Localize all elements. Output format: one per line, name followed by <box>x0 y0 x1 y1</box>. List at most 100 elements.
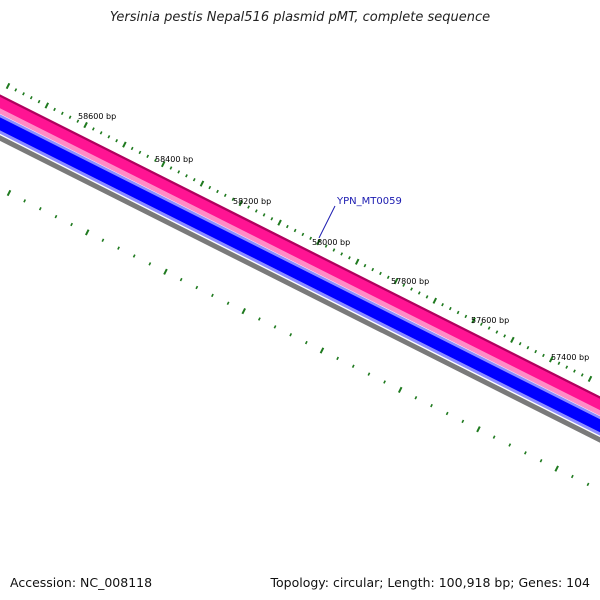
outer-scale-tick <box>185 174 188 178</box>
outer-scale-tick <box>386 275 390 280</box>
outer-scale-tick <box>557 361 561 365</box>
inner-scale-tick <box>179 277 183 282</box>
outer-scale-tick <box>316 239 321 246</box>
inner-scale-tick <box>554 465 559 472</box>
inner-scale-tick <box>304 340 308 345</box>
outer-scale-tick <box>565 365 569 369</box>
position-label: 57800 bp <box>391 277 429 286</box>
outer-scale-tick <box>53 107 56 112</box>
outer-scale-tick <box>122 141 127 148</box>
outer-scale-tick <box>573 369 576 373</box>
gene-callout-leader <box>318 205 336 239</box>
position-labels: 58600 bp 58400 bp 58200 bp 58000 bp 5780… <box>78 112 589 362</box>
outer-scale-tick <box>495 330 499 334</box>
outer-scale-tick <box>479 322 483 326</box>
inner-scale-tick <box>241 307 246 315</box>
inner-scale-tick <box>476 426 481 433</box>
outer-scale-tick <box>417 291 421 295</box>
outer-scale-tick <box>91 127 95 131</box>
outer-scale-tick <box>29 96 33 100</box>
position-label: 58000 bp <box>312 238 350 247</box>
outer-scale-tick <box>580 373 584 377</box>
outer-scale-tick <box>340 252 344 256</box>
outer-scale-tick <box>354 258 360 265</box>
outer-scale-tick <box>107 135 111 139</box>
inner-scale-tick <box>117 246 120 250</box>
outer-scale-tick <box>487 326 491 330</box>
position-label: 57400 bp <box>551 353 589 362</box>
outer-scale-tick <box>22 92 25 96</box>
light-blue-ring-inner <box>0 130 600 436</box>
outer-pink-ring-edge <box>0 94 600 400</box>
gene-callout[interactable]: YPN_MT0059 <box>318 196 402 239</box>
outer-scale-tick <box>247 205 250 209</box>
outer-scale-tick <box>160 160 166 168</box>
inner-scale-tick <box>492 435 496 439</box>
inner-scale-tick <box>226 301 230 305</box>
outer-scale-tick <box>402 283 406 287</box>
position-label: 58400 bp <box>155 155 193 164</box>
summary-text: Topology: circular; Length: 100,918 bp; … <box>270 575 591 590</box>
inner-scale-tick <box>132 254 136 258</box>
outer-scale-tick <box>425 295 429 299</box>
inner-scale-tick <box>84 229 90 236</box>
inner-scale-tick <box>195 285 199 290</box>
inner-scale-tick <box>23 199 27 203</box>
outer-scale-tick <box>270 217 274 221</box>
outer-scale-tick <box>238 200 244 207</box>
outer-scale-tick <box>169 166 173 170</box>
outer-scale-tick <box>231 197 235 201</box>
outer-scale-tick <box>262 213 266 217</box>
outer-scale-tick <box>216 189 219 194</box>
light-blue-ring <box>0 114 600 420</box>
inner-scale-tick <box>586 482 590 487</box>
inner-scale-tick <box>319 347 325 354</box>
outer-scale-ticks <box>5 82 593 383</box>
outer-scale-tick <box>208 185 212 190</box>
outer-scale-tick <box>324 244 328 248</box>
outer-scale-tick <box>99 131 103 135</box>
outer-scale-tick <box>115 138 119 143</box>
inner-scale-tick <box>273 325 277 329</box>
inner-scale-tick <box>257 317 261 321</box>
position-label: 58200 bp <box>233 197 271 206</box>
inner-scale-tick <box>430 403 433 408</box>
gray-backbone-ring <box>0 135 600 443</box>
inner-scale-tick <box>211 293 214 298</box>
outer-scale-tick <box>177 170 181 174</box>
outer-scale-tick <box>332 248 336 252</box>
outer-scale-tick <box>130 146 134 151</box>
outer-scale-tick <box>464 314 468 319</box>
outer-scale-tick <box>301 232 305 237</box>
outer-scale-tick <box>471 317 476 324</box>
inner-scale-tick <box>508 443 512 447</box>
outer-scale-tick <box>448 306 452 311</box>
light-pink-ring <box>0 108 600 416</box>
outer-scale-tick <box>456 310 460 315</box>
outer-scale-tick <box>518 342 522 346</box>
inner-scale-tick <box>383 380 386 384</box>
outer-scale-tick <box>393 278 399 285</box>
inner-scale-tick <box>351 364 355 368</box>
outer-scale-tick <box>285 224 289 229</box>
inner-scale-tick <box>6 189 12 197</box>
outer-scale-tick <box>154 158 157 162</box>
inner-scale-tick <box>70 222 73 227</box>
inner-scale-tick <box>163 268 168 275</box>
outer-scale-tick <box>309 236 313 240</box>
outer-scale-tick <box>14 88 18 92</box>
position-label: 57600 bp <box>471 316 509 325</box>
inner-scale-tick <box>524 451 527 455</box>
outer-scale-tick <box>432 297 438 304</box>
inner-scale-ticks <box>6 189 590 487</box>
blue-gene-ring <box>0 117 600 433</box>
gene-label-ypn-mt0059[interactable]: YPN_MT0059 <box>336 196 402 207</box>
outer-scale-tick <box>587 375 593 383</box>
outer-scale-tick <box>37 99 41 104</box>
outer-scale-tick <box>146 154 150 158</box>
inner-scale-tick <box>397 386 403 393</box>
inner-scale-tick <box>38 207 42 211</box>
outer-scale-tick <box>68 115 72 119</box>
